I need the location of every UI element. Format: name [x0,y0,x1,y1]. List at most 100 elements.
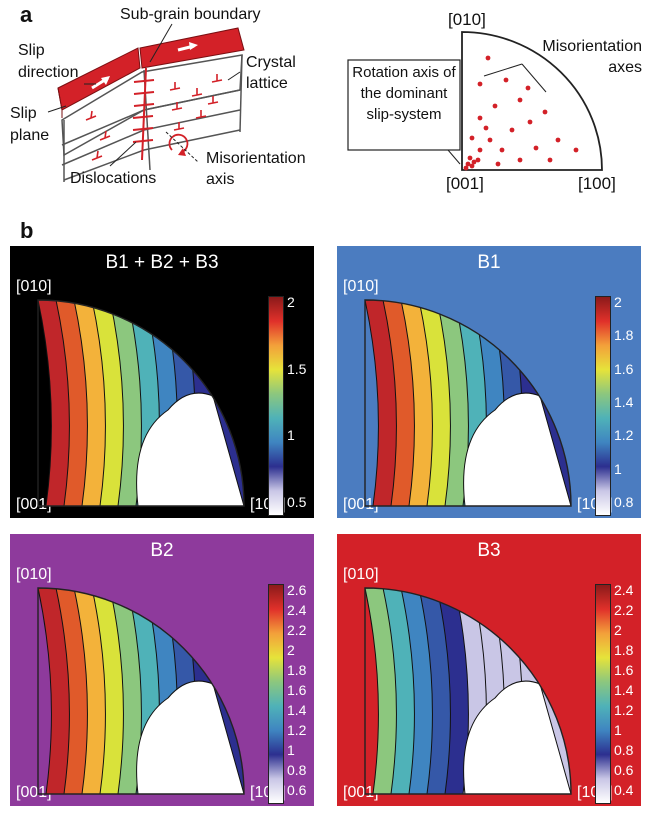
colorbar-tick-label: 2 [287,294,295,310]
colorbar-tick-label: 2 [287,642,295,658]
map-title: B3 [477,540,501,561]
map-axis-010: [010] [343,566,379,583]
misorientation-axis-point [525,85,531,91]
slip-schematic-diagram [47,23,245,182]
colorbar-tick-label: 0.8 [614,742,634,758]
colorbar-tick-label: 1.6 [614,360,634,377]
map-b3: B3[010][001][100]2.42.221.81.61.41.210.8… [337,534,641,806]
colorbar-tick-label: 1.4 [614,682,634,698]
sub-grain-boundary-line [141,67,147,161]
map-axis-010: [010] [16,278,52,295]
misorientation-axis-point [467,155,473,161]
contour-min-region [463,392,571,506]
misorientation-axis-point [477,115,483,121]
ipf-schematic [347,31,603,171]
contour-min-region [463,680,571,794]
misorientation-axis-point [487,137,493,143]
map-axis-010: [010] [16,566,52,583]
label-misorientation-axis: Misorientation axis [206,150,306,188]
colorbar-tick-label: 1.4 [287,702,307,718]
misorientation-axis-point [499,147,505,153]
colorbar-tick-label: 1 [287,427,295,444]
misorientation-axis-point [547,157,553,163]
map-b2: B2[010][001][100]2.62.42.221.81.61.41.21… [10,534,314,806]
colorbar-tick-label: 2.4 [614,582,634,598]
map-b1: B1[010][001][100]21.81.61.41.210.8 [337,246,641,518]
label-rotation-axis: Rotation axis of the dominant slip-syste… [352,64,456,123]
misorientation-axis-point [471,159,477,165]
colorbar [268,584,284,804]
colorbar-tick-label: 1.2 [614,702,634,718]
misorientation-axis-point [483,125,489,131]
misorientation-axis-point [495,161,501,167]
misorientation-axis-point [477,147,483,153]
colorbar [595,584,611,804]
colorbar-tick-label: 1 [614,460,622,477]
contour-min-region [136,680,244,794]
ipf-label-001: [001] [446,174,484,193]
map-title: B2 [150,540,174,561]
misorientation-axis-point [465,161,471,167]
label-crystal-lattice: Crystal lattice [246,54,296,92]
ipf-label-010: [010] [448,10,486,29]
colorbar-tick-label: 0.8 [614,494,634,510]
colorbar-tick-label: 1.6 [614,662,634,678]
label-slip-plane: Slip plane [10,105,50,144]
label-sub-grain-boundary: Sub-grain boundary [120,6,261,23]
misorientation-axis-point [573,147,579,153]
colorbar-tick-label: 1.2 [614,427,634,444]
colorbar-tick-label: 2.2 [614,602,634,618]
contour-plot [37,299,245,507]
colorbar-tick-label: 1.4 [614,394,634,410]
misorientation-axis-point [509,127,515,133]
contour-plot [364,299,572,507]
colorbar-tick-label: 1 [287,742,295,758]
colorbar [595,296,611,516]
panel-label-b: b [20,218,34,243]
colorbar-tick-label: 0.6 [614,762,634,778]
map-axis-001: [001] [16,784,52,801]
panel-label-a: a [20,2,33,27]
misorientation-axis-point [542,109,548,115]
map-title: B1 [477,252,501,273]
misorientation-axis-point [533,145,539,151]
ipf-label-100: [100] [578,174,616,193]
colorbar-tick-label: 1.6 [287,682,307,698]
colorbar-tick-label: 0.6 [287,782,307,798]
label-dislocations: Dislocations [70,170,157,187]
contour-min-region [136,392,244,506]
misorientation-axis-point [517,157,523,163]
misorientation-axis-point [492,103,498,109]
misorientation-axis-point [477,81,483,87]
map-b1-b2-b3: B1 + B2 + B3[010][001][100]21.510.5 [10,246,314,518]
colorbar-tick-label: 1.8 [287,662,307,678]
misorientation-axis-point [463,165,469,171]
misorientation-axis-point [527,119,533,125]
colorbar-tick-label: 1 [614,722,622,738]
map-axis-001: [001] [343,784,379,801]
colorbar [268,296,284,516]
label-misorientation-axes: Misorientation axes [542,38,642,76]
colorbar-tick-label: 1.8 [614,642,634,658]
misorientation-axis-point [475,157,481,163]
colorbar-tick-label: 0.4 [614,782,634,798]
contour-plot [364,587,572,795]
map-title: B1 + B2 + B3 [105,252,219,273]
colorbar-tick-label: 1.2 [287,722,307,738]
colorbar-tick-label: 0.5 [287,494,307,510]
colorbar-tick-label: 2 [614,622,622,638]
colorbar-tick-label: 2.2 [287,622,307,638]
colorbar-tick-label: 1.8 [614,327,634,344]
colorbar-tick-label: 1.5 [287,360,307,377]
dislocation-symbols [85,74,223,161]
misorientation-axis-point [503,77,509,83]
misorientation-axis-point [555,137,561,143]
misorientation-axis-point [485,55,491,61]
contour-plot [37,587,245,795]
colorbar-tick-label: 2.4 [287,602,307,618]
misorientation-axis-point [517,97,523,103]
map-axis-001: [001] [16,496,52,513]
colorbar-tick-label: 0.8 [287,762,307,778]
map-axis-010: [010] [343,278,379,295]
misorientation-axis-point [469,163,475,169]
